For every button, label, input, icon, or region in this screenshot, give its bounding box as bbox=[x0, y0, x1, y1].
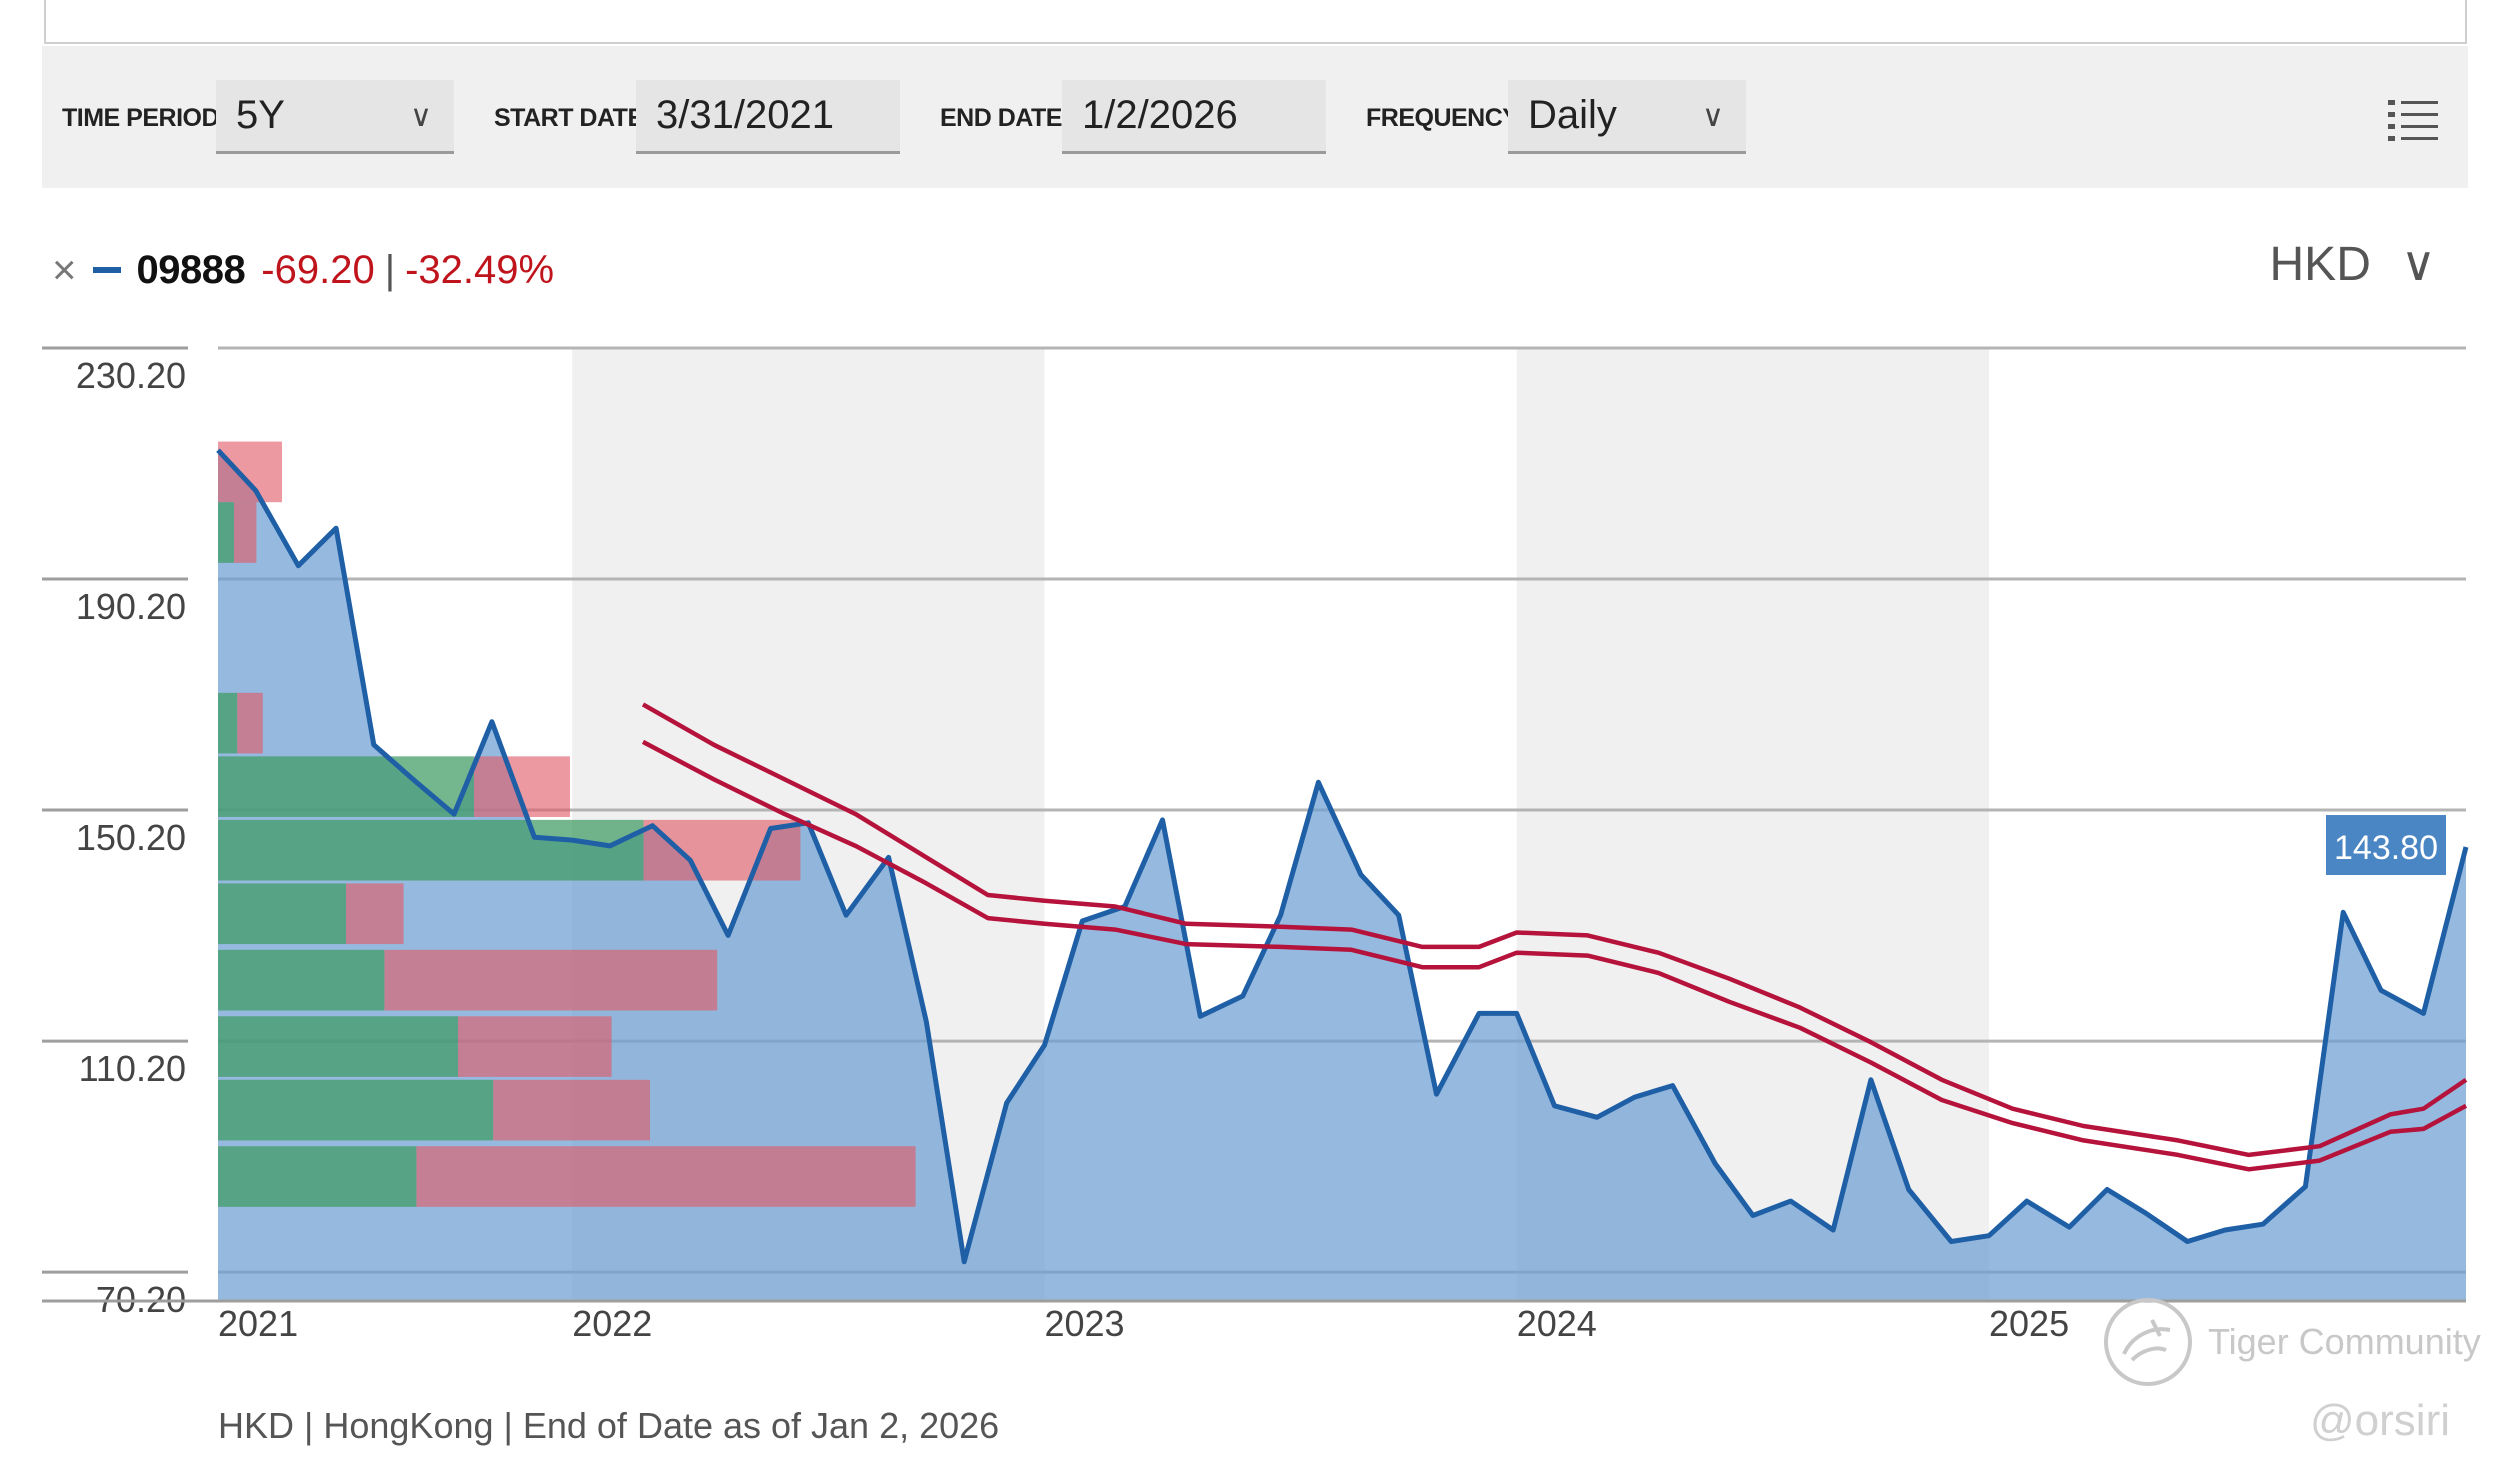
volume-up-bar-7 bbox=[218, 1016, 458, 1077]
series-swatch bbox=[92, 267, 121, 273]
moving-average-line-0 bbox=[641, 739, 2468, 1172]
close-icon[interactable]: × bbox=[52, 246, 77, 293]
moving-average-line-1 bbox=[641, 702, 2468, 1158]
watermark-brand-text: Tiger Community bbox=[2208, 1321, 2481, 1362]
volume-down-bar-0 bbox=[218, 441, 282, 503]
x-tick-label-4: 2025 bbox=[1989, 1303, 2069, 1344]
chevron-down-icon: ∨ bbox=[410, 100, 432, 133]
x-tick-label-1: 2022 bbox=[572, 1303, 652, 1344]
price-area bbox=[218, 450, 2466, 1301]
ticker-symbol: 09888 bbox=[136, 247, 246, 292]
currency-label: HKD bbox=[2269, 237, 2371, 291]
price-line bbox=[216, 448, 2469, 1265]
currency-select[interactable]: HKD ∨ bbox=[2270, 236, 2436, 292]
chevron-down-icon: ∨ bbox=[1702, 100, 1724, 133]
volume-up-bar-2 bbox=[218, 692, 238, 754]
frequency-value: Daily bbox=[1528, 93, 1617, 137]
volume-down-bar-8 bbox=[493, 1079, 650, 1141]
end-date-input[interactable]: 1/2/2026 bbox=[1062, 80, 1326, 154]
volume-down-bar-1 bbox=[234, 502, 257, 563]
volume-up-bar-6 bbox=[218, 949, 385, 1011]
chevron-down-icon: ∨ bbox=[2400, 238, 2436, 291]
start-date-input[interactable]: 3/31/2021 bbox=[636, 80, 900, 154]
list-icon[interactable] bbox=[2388, 98, 2438, 142]
start-date-label: START DATE bbox=[494, 104, 644, 132]
volume-up-bar-5 bbox=[218, 883, 346, 945]
x-tick-label-2: 2023 bbox=[1044, 1303, 1124, 1344]
volume-down-bar-7 bbox=[458, 1016, 612, 1077]
legend-separator: | bbox=[384, 247, 396, 292]
volume-up-bar-8 bbox=[218, 1079, 494, 1141]
frequency-label: FREQUENCY bbox=[1366, 104, 1519, 132]
tiger-logo-icon bbox=[2104, 1298, 2192, 1386]
y-tick-label-3: 110.20 bbox=[79, 1048, 186, 1089]
last-value-badge bbox=[2326, 815, 2446, 876]
time-period-select[interactable]: 5Y ∨ bbox=[216, 80, 454, 154]
chart-footer: HKD | HongKong | End of Date as of Jan 2… bbox=[218, 1405, 1000, 1446]
time-period-label: TIME PERIOD bbox=[62, 104, 220, 132]
volume-up-bar-1 bbox=[218, 502, 234, 563]
volume-up-bar-3 bbox=[218, 756, 474, 817]
toolbar: TIME PERIOD 5Y ∨ START DATE 3/31/2021 EN… bbox=[42, 46, 2468, 188]
volume-down-bar-6 bbox=[384, 949, 718, 1011]
frequency-select[interactable]: Daily ∨ bbox=[1508, 80, 1746, 154]
volume-down-bar-2 bbox=[237, 692, 263, 754]
watermark-handle: @orsiri bbox=[2310, 1396, 2450, 1445]
price-change: -69.20 bbox=[261, 247, 375, 292]
volume-down-bar-9 bbox=[416, 1146, 916, 1207]
price-change-percent: -32.49% bbox=[405, 247, 555, 292]
last-value-label: 143.80 bbox=[2334, 829, 2438, 867]
volume-up-bar-4 bbox=[218, 819, 644, 881]
x-tick-label-3: 2024 bbox=[1517, 1303, 1597, 1344]
volume-down-bar-5 bbox=[346, 883, 404, 945]
end-date-label: END DATE bbox=[940, 104, 1062, 132]
x-tick-label-0: 2021 bbox=[218, 1303, 298, 1344]
y-tick-label-2: 150.20 bbox=[76, 817, 186, 858]
legend: × 09888 -69.20 | -32.49% bbox=[52, 242, 554, 298]
time-period-value: 5Y bbox=[236, 93, 285, 137]
top-frame bbox=[44, 0, 2467, 44]
volume-up-bar-9 bbox=[218, 1146, 417, 1207]
end-date-value: 1/2/2026 bbox=[1082, 93, 1238, 137]
watermark-brand: Tiger Community bbox=[2102, 1296, 2481, 1388]
y-tick-label-0: 230.20 bbox=[76, 355, 186, 396]
y-tick-label-1: 190.20 bbox=[76, 586, 186, 627]
start-date-value: 3/31/2021 bbox=[656, 93, 834, 137]
